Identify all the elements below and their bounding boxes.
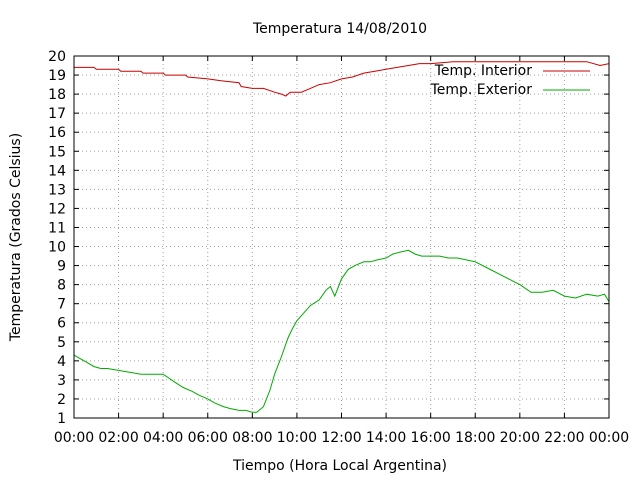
y-tick-label: 16	[48, 125, 66, 141]
y-tick-label: 17	[48, 106, 66, 122]
y-axis-label: Temperatura (Grados Celsius)	[8, 133, 24, 342]
y-tick-label: 13	[48, 182, 66, 198]
series-lines	[73, 61, 610, 413]
y-tick-label: 14	[48, 163, 66, 179]
y-tick-label: 8	[57, 278, 66, 294]
x-tick-label: 10:00	[277, 430, 317, 446]
x-tick-label: 08:00	[232, 430, 272, 446]
x-tick-label: 18:00	[455, 430, 495, 446]
x-tick-label: 20:00	[500, 430, 540, 446]
x-tick-label: 00:00	[54, 430, 94, 446]
x-tick-label: 16:00	[410, 430, 450, 446]
y-tick-label: 20	[48, 49, 66, 65]
x-tick-label: 14:00	[366, 430, 406, 446]
y-tick-label: 3	[57, 373, 66, 389]
y-tick-label: 10	[48, 240, 66, 256]
x-tick-label: 00:00	[589, 430, 629, 446]
legend: Temp. Interior Temp. Exterior	[430, 63, 590, 98]
y-tick-label: 19	[48, 68, 66, 84]
x-tick-label: 06:00	[188, 430, 228, 446]
y-tick-label: 9	[57, 259, 66, 275]
y-tick-label: 6	[57, 316, 66, 332]
y-tick-label: 1	[57, 411, 66, 427]
grid	[74, 56, 609, 418]
y-tick-label: 5	[57, 335, 66, 351]
x-tick-label: 02:00	[98, 430, 138, 446]
legend-label-interior: Temp. Interior	[434, 63, 533, 79]
series-line-temp-exterior	[73, 249, 610, 413]
x-tick-label: 04:00	[143, 430, 183, 446]
axis-ticks	[73, 55, 610, 419]
y-tick-label: 12	[48, 201, 66, 217]
x-axis-label: Tiempo (Hora Local Argentina)	[232, 458, 447, 474]
y-tick-label: 11	[48, 220, 66, 236]
legend-label-exterior: Temp. Exterior	[430, 82, 533, 98]
series-line-temp-interior	[74, 61, 610, 97]
x-tick-label: 12:00	[321, 430, 361, 446]
x-tick-label: 22:00	[544, 430, 584, 446]
y-tick-label: 15	[48, 144, 66, 160]
y-tick-label: 7	[57, 297, 66, 313]
chart-title: Temperatura 14/08/2010	[252, 21, 427, 37]
y-tick-label: 4	[57, 354, 66, 370]
y-tick-label: 2	[57, 392, 66, 408]
y-tick-label: 18	[48, 87, 66, 103]
